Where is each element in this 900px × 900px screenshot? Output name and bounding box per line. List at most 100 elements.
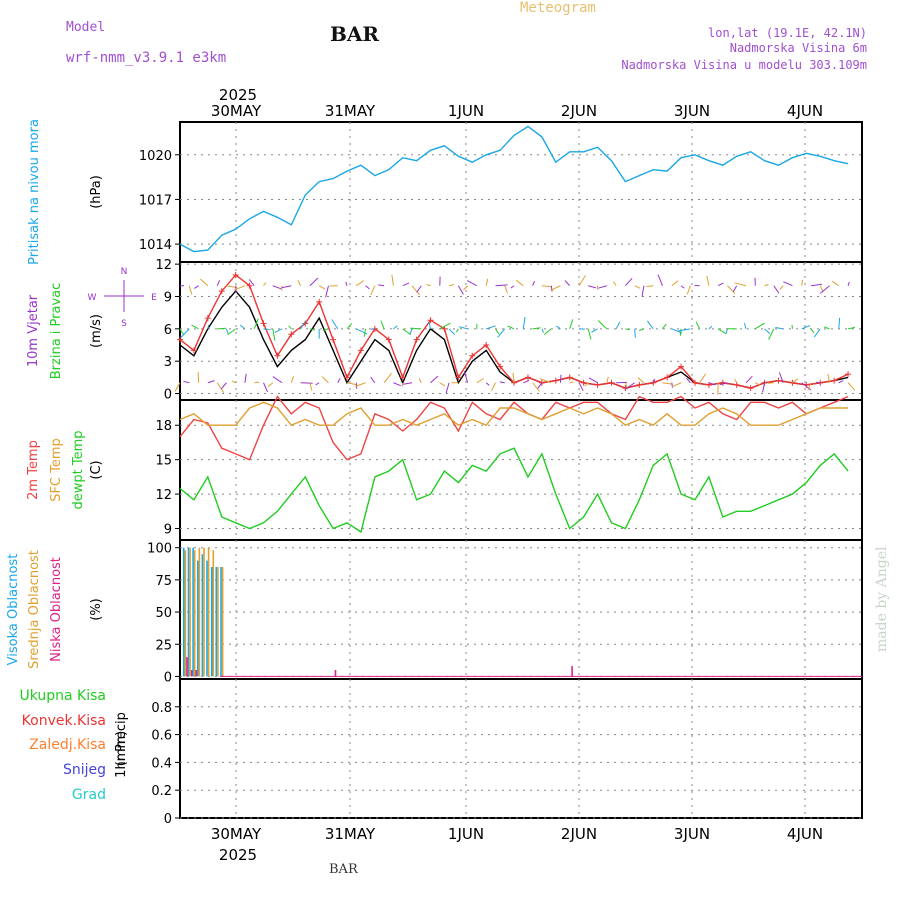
wind-barb-2-120 — [734, 379, 738, 384]
cloud-bar-0-7 — [215, 567, 218, 677]
wind-barb-2-80 — [539, 378, 552, 384]
cloud-bar-1-8 — [221, 567, 224, 677]
wind-barb-0-144 — [847, 281, 850, 286]
wind-barb-2-142 — [838, 380, 844, 384]
wind-barb-1-82 — [556, 325, 561, 330]
bottom-day-label-1: 31MAY — [325, 825, 376, 843]
wind-gust-marker-12 — [344, 374, 351, 381]
precip-ytick-label-4: 0.8 — [151, 701, 172, 716]
top-year-label: 2025 — [219, 86, 257, 104]
wind-barb-2-16 — [254, 381, 260, 384]
temperature-ytick-label-2: 15 — [155, 454, 172, 469]
cloud-bar-1-4 — [203, 547, 205, 677]
pressure-unit-label: (hPa) — [89, 175, 104, 209]
wind-barb-0-26 — [297, 280, 302, 286]
temperature-title-1: SFC Temp — [49, 438, 64, 502]
wind-ytick-label-1: 3 — [164, 355, 172, 370]
wind-barb-1-16 — [253, 318, 259, 330]
wind-barb-1-100 — [639, 328, 645, 332]
top-day-label-1: 31MAY — [325, 102, 376, 120]
wind-barb-0-60 — [457, 285, 464, 295]
temperature-title-0: 2m Temp — [26, 440, 41, 500]
wind-barb-2-20 — [267, 382, 274, 387]
bottom-day-label-0: 30MAY — [211, 825, 262, 843]
wind-barb-0-46 — [391, 274, 394, 286]
cloud-bar-2-10 — [571, 666, 573, 677]
precip-legend-4: Grad — [72, 787, 106, 803]
wind-barb-2-118 — [719, 382, 728, 386]
wind-barb-1-142 — [838, 317, 841, 329]
wind-barb-2-114 — [708, 382, 716, 386]
wind-barb-2-126 — [762, 382, 766, 393]
top-day-label-4: 3JUN — [674, 102, 710, 120]
wind-gust-marker-37 — [691, 379, 698, 386]
pressure-ytick-label-1: 1017 — [139, 193, 172, 208]
wind-barb-0-52 — [416, 285, 422, 293]
wind-barb-2-104 — [662, 382, 672, 385]
wind-gust-marker-41 — [747, 385, 754, 392]
wind-barb-1-18 — [263, 328, 271, 331]
wind-barb-0-28 — [309, 277, 319, 287]
wind-barb-1-26 — [300, 320, 306, 330]
wind-barb-1-124 — [755, 322, 765, 330]
wind-ytick-label-4: 12 — [155, 258, 172, 273]
wind-barb-1-46 — [393, 325, 398, 330]
wind-barb-0-136 — [810, 283, 822, 287]
wind-barb-2-64 — [476, 378, 484, 384]
wind-barb-1-80 — [543, 328, 552, 335]
compass-w: W — [88, 293, 97, 303]
precip-legend-2: Zaledj.Kisa — [29, 737, 106, 753]
wind-gust-marker-31 — [608, 379, 615, 386]
wind-line-0 — [179, 290, 849, 389]
cloud-bar-0-4 — [201, 554, 204, 677]
clouds-ytick-label-0: 0 — [164, 670, 172, 685]
wind-barb-0-54 — [426, 284, 431, 287]
wind-gust-marker-25 — [524, 374, 531, 381]
wind-barb-1-92 — [597, 320, 608, 330]
wind-barb-1-20 — [272, 328, 276, 341]
wind-barb-2-46 — [393, 382, 401, 387]
wind-gust-marker-23 — [497, 363, 504, 370]
wind-gust-marker-13 — [357, 347, 364, 354]
cloud-bar-0-1 — [187, 547, 190, 677]
wind-barb-0-80 — [550, 285, 553, 292]
pressure-title-0: Pritisak na nivou mora — [27, 119, 42, 265]
wind-barb-1-144 — [847, 326, 856, 330]
wind-barb-2-34 — [337, 378, 341, 383]
precip-ytick-label-1: 0.2 — [151, 784, 172, 799]
wind-barb-1-126 — [764, 328, 771, 334]
wind-barb-2-28 — [309, 382, 313, 391]
wind-gust-marker-34 — [650, 379, 657, 386]
wind-gust-marker-20 — [455, 374, 462, 381]
wind-barb-1-56 — [439, 322, 451, 330]
wind-barb-2-40 — [355, 382, 366, 387]
wind-barb-0-92 — [598, 285, 607, 289]
wind-barb-2-84 — [569, 381, 574, 384]
precip-legend-1: Konvek.Kisa — [22, 713, 106, 729]
wind-barb-2-2 — [183, 380, 190, 384]
wind-barb-0-32 — [325, 285, 329, 298]
clouds-title-0: Visoka Oblacnost — [6, 554, 21, 666]
bottom-day-label-5: 4JUN — [787, 825, 823, 843]
wind-barb-1-114 — [708, 325, 713, 330]
wind-gust-marker-47 — [831, 377, 838, 384]
wind-barb-1-14 — [239, 324, 246, 330]
wind-barb-1-108 — [679, 328, 682, 336]
compass-n: N — [121, 267, 128, 277]
wind-barb-0-40 — [365, 285, 370, 290]
wind-barb-2-18 — [263, 382, 269, 393]
cloud-bar-2-0 — [186, 657, 188, 677]
wind-barb-0-84 — [564, 280, 571, 287]
wind-barb-1-84 — [569, 319, 574, 329]
wind-barb-2-54 — [430, 375, 439, 384]
wind-gust-marker-43 — [775, 377, 782, 384]
wind-barb-1-140 — [823, 326, 830, 330]
precip-title: 1hr Precip — [114, 712, 129, 778]
wind-barb-0-16 — [248, 279, 255, 287]
wind-ytick-label-2: 6 — [164, 323, 172, 338]
wind-barb-2-66 — [485, 382, 490, 386]
wind-barb-2-98 — [624, 382, 635, 390]
wind-barb-0-108 — [680, 285, 685, 289]
wind-barb-2-76 — [532, 382, 540, 392]
